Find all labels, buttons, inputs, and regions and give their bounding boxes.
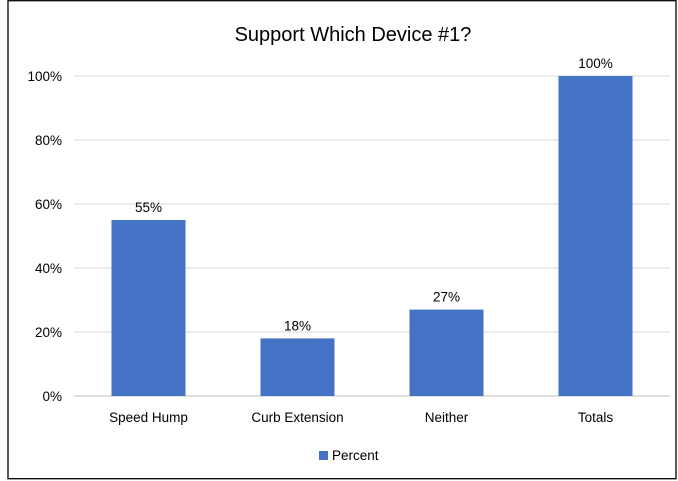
data-labels: 55% 18% 27% 100% — [135, 56, 613, 333]
bar — [558, 76, 633, 396]
legend-swatch — [319, 451, 328, 460]
bar — [409, 309, 484, 396]
data-label: 100% — [578, 56, 613, 71]
bars — [111, 76, 633, 396]
y-tick-label: 60% — [35, 197, 62, 212]
data-label: 18% — [284, 318, 311, 333]
y-tick-label: 100% — [27, 69, 62, 84]
x-tick-label: Neither — [425, 410, 469, 425]
chart-title: Support Which Device #1? — [235, 24, 472, 46]
x-tick-label: Totals — [578, 410, 614, 425]
y-axis-ticks: 0% 20% 40% 60% 80% 100% — [27, 69, 62, 404]
bar — [260, 338, 335, 396]
data-label: 27% — [433, 290, 460, 305]
y-tick-label: 80% — [35, 133, 62, 148]
y-tick-label: 20% — [35, 325, 62, 340]
x-tick-label: Curb Extension — [251, 410, 343, 425]
legend: Percent — [319, 448, 379, 463]
y-tick-label: 0% — [42, 389, 62, 404]
x-axis-ticks: Speed Hump Curb Extension Neither Totals — [109, 410, 613, 425]
x-tick-label: Speed Hump — [109, 410, 188, 425]
legend-label: Percent — [332, 448, 379, 463]
bar — [111, 220, 186, 396]
y-tick-label: 40% — [35, 261, 62, 276]
data-label: 55% — [135, 200, 162, 215]
